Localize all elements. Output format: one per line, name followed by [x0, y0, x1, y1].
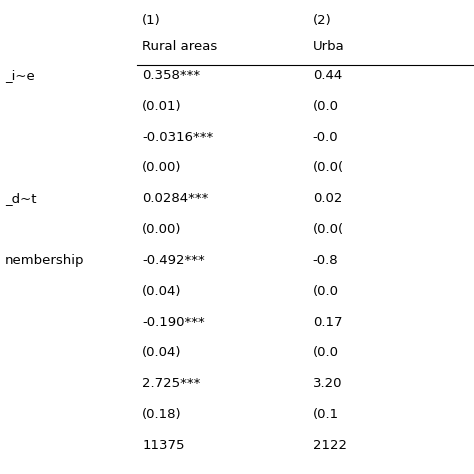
Text: Urba: Urba: [313, 40, 345, 54]
Text: (0.04): (0.04): [142, 346, 182, 359]
Text: (0.1: (0.1: [313, 408, 339, 421]
Text: 0.17: 0.17: [313, 316, 342, 328]
Text: (2): (2): [313, 14, 332, 27]
Text: 0.44: 0.44: [313, 69, 342, 82]
Text: 2122: 2122: [313, 439, 347, 452]
Text: (0.0: (0.0: [313, 285, 339, 298]
Text: _d~t: _d~t: [5, 192, 36, 205]
Text: 0.02: 0.02: [313, 192, 342, 205]
Text: -0.8: -0.8: [313, 254, 338, 267]
Text: 2.725***: 2.725***: [142, 377, 201, 390]
Text: (0.18): (0.18): [142, 408, 182, 421]
Text: nembership: nembership: [5, 254, 84, 267]
Text: (0.04): (0.04): [142, 285, 182, 298]
Text: -0.0316***: -0.0316***: [142, 131, 213, 144]
Text: (0.0(: (0.0(: [313, 162, 344, 174]
Text: _i~e: _i~e: [5, 69, 35, 82]
Text: 3.20: 3.20: [313, 377, 342, 390]
Text: Rural areas: Rural areas: [142, 40, 218, 54]
Text: 0.358***: 0.358***: [142, 69, 201, 82]
Text: (0.01): (0.01): [142, 100, 182, 113]
Text: (0.00): (0.00): [142, 162, 182, 174]
Text: (0.0: (0.0: [313, 100, 339, 113]
Text: (0.00): (0.00): [142, 223, 182, 236]
Text: 11375: 11375: [142, 439, 185, 452]
Text: (0.0(: (0.0(: [313, 223, 344, 236]
Text: -0.190***: -0.190***: [142, 316, 205, 328]
Text: -0.492***: -0.492***: [142, 254, 205, 267]
Text: (1): (1): [142, 14, 161, 27]
Text: 0.0284***: 0.0284***: [142, 192, 209, 205]
Text: (0.0: (0.0: [313, 346, 339, 359]
Text: -0.0: -0.0: [313, 131, 338, 144]
